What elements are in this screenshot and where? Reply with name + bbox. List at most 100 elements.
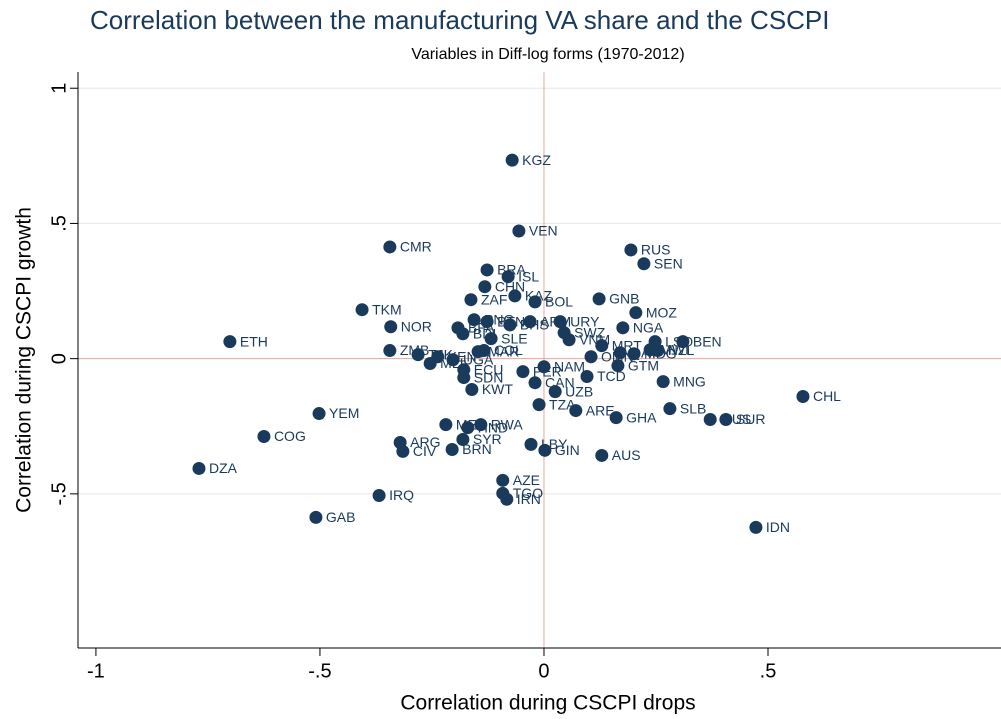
point-label: DZA [209, 460, 238, 476]
point-label: KGZ [522, 152, 551, 168]
point [548, 385, 562, 399]
point-label: SLE [501, 330, 527, 346]
point [609, 411, 623, 425]
point-label: HND [478, 419, 508, 435]
point-label: SLB [680, 400, 706, 416]
point [474, 418, 488, 432]
point-label: BEN [693, 333, 722, 349]
point-label: MAR [488, 343, 519, 359]
point-label: GAB [326, 509, 356, 525]
point-label: MNG [673, 373, 706, 389]
point [312, 407, 326, 421]
point [663, 402, 677, 416]
point-label: GHA [626, 409, 657, 425]
point [616, 321, 630, 335]
point [516, 365, 530, 379]
point-label: SEN [654, 255, 683, 271]
point [355, 303, 369, 317]
point-label: MOZ [646, 304, 678, 320]
point-label: IRN [517, 491, 541, 507]
point [446, 353, 460, 367]
point [456, 327, 470, 341]
point [461, 421, 475, 435]
point [445, 443, 459, 457]
point-label: CIV [413, 443, 437, 459]
x-tick-label: .5 [760, 660, 777, 682]
point-label: COG [274, 428, 306, 444]
y-tick-label: .5 [48, 215, 70, 232]
point-label: COL [494, 342, 523, 358]
point [676, 335, 690, 349]
point [309, 510, 323, 524]
point-label: ZAF [481, 291, 507, 307]
chart-title: Correlation between the manufacturing VA… [90, 5, 830, 35]
point-label: BOL [545, 294, 573, 310]
point [624, 243, 638, 257]
point-label: KWT [482, 381, 514, 397]
point [532, 398, 546, 412]
point [528, 295, 542, 309]
point [503, 318, 517, 332]
point [611, 359, 625, 373]
point [584, 350, 598, 364]
x-tick-label: 0 [538, 660, 549, 682]
point-label: GTM [628, 357, 659, 373]
point-label: NGA [633, 320, 664, 336]
point-label: TZA [549, 396, 576, 412]
point [465, 382, 479, 396]
point [613, 346, 627, 360]
point [192, 461, 206, 475]
point [569, 404, 583, 418]
point-label: NOR [401, 318, 432, 334]
point [383, 240, 397, 254]
point-label: GIN [555, 442, 580, 458]
point-label: MWI [660, 341, 689, 357]
point [257, 430, 271, 444]
point-label: ARG [410, 434, 440, 450]
point-label: ISL [518, 268, 539, 284]
point-label: SWZ [574, 324, 606, 340]
point [595, 448, 609, 462]
point-label: PER [533, 363, 562, 379]
point-label: CMR [400, 239, 432, 255]
point-label: CHL [813, 388, 841, 404]
point [656, 375, 670, 389]
point [505, 153, 519, 167]
point-label: BFA [468, 320, 495, 336]
point-label: NZL [668, 342, 695, 358]
point [478, 280, 492, 294]
point [528, 376, 542, 390]
point-label: ECU [474, 361, 504, 377]
point-label: GNB [609, 291, 639, 307]
point [480, 315, 494, 329]
point [396, 444, 410, 458]
point [223, 335, 237, 349]
point [467, 313, 481, 327]
point-label: VEN [529, 223, 558, 239]
point-label: YEM [329, 405, 359, 421]
point [703, 412, 717, 426]
point [537, 360, 551, 374]
point [796, 390, 810, 404]
y-axis-label: Correlation during CSCPI growth [13, 207, 36, 513]
point-label: TGO [513, 485, 543, 501]
point [553, 315, 567, 329]
point-label: ARE [586, 402, 615, 418]
point-label: AZE [513, 472, 540, 488]
point [456, 433, 470, 447]
point [637, 257, 651, 271]
point [580, 369, 594, 383]
point-label: BTN [497, 313, 525, 329]
point [464, 293, 478, 307]
point-label: ETH [240, 333, 268, 349]
point [523, 315, 537, 329]
point-label: TKM [372, 301, 402, 317]
chart-subtitle: Variables in Diff-log forms (1970-2012) [411, 46, 684, 63]
point-label: SUR [736, 411, 766, 427]
point [423, 357, 437, 371]
point [457, 371, 471, 385]
point-label: SDN [474, 369, 504, 385]
point [372, 488, 386, 502]
point [501, 270, 515, 284]
